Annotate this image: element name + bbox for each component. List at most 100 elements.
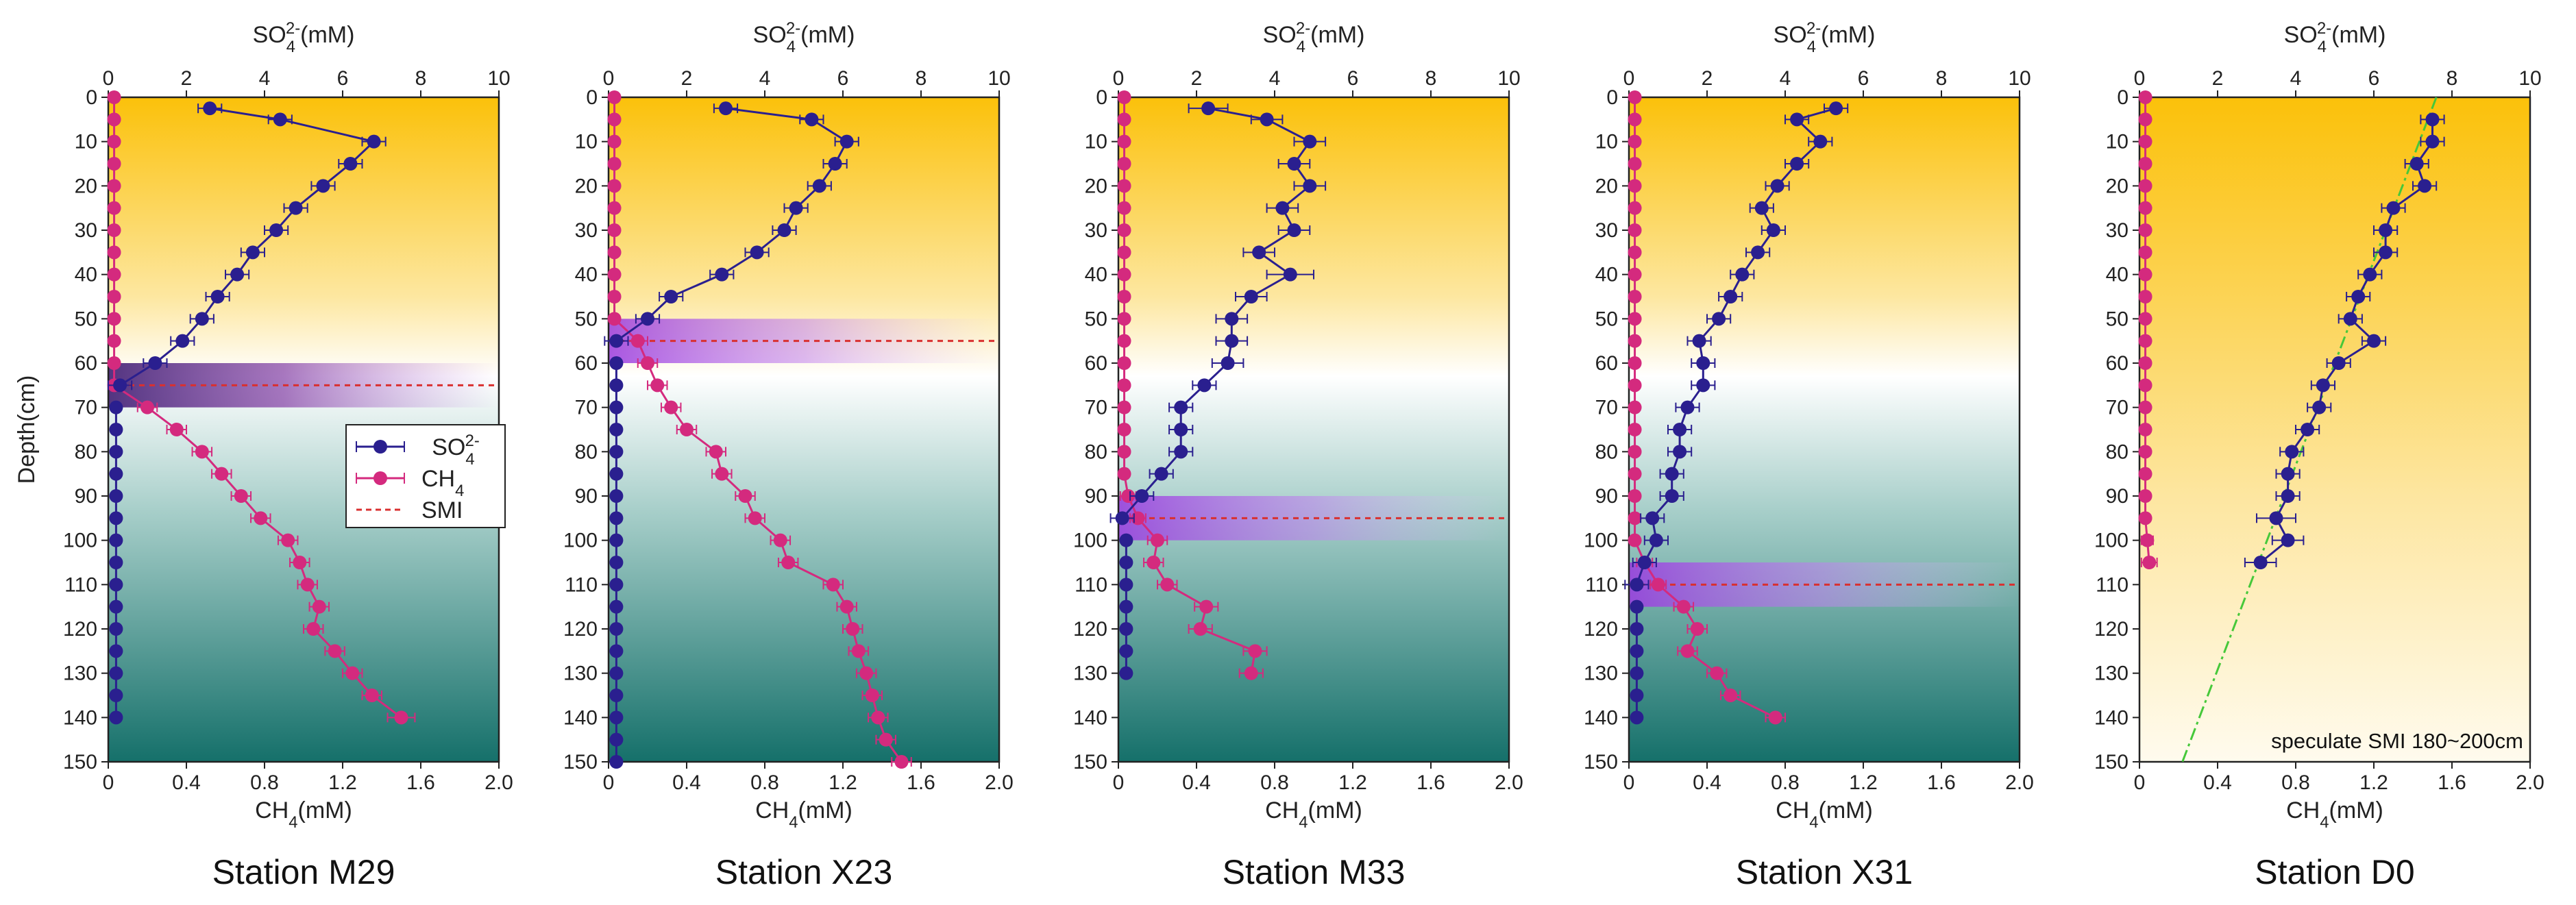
so4-point: [2425, 112, 2440, 127]
ch4-point: [1117, 134, 1131, 149]
station-title: Station M29: [212, 853, 395, 891]
ch4-point: [1628, 134, 1642, 149]
so4-low-point: [109, 599, 123, 614]
bottom-tick-label: 0.8: [2281, 771, 2310, 794]
bottom-tick-label: 0: [603, 771, 615, 794]
y-tick-label: 130: [63, 662, 97, 685]
so4-point: [1665, 467, 1679, 481]
so4-low-point: [609, 755, 624, 769]
so4-point: [230, 267, 245, 282]
y-tick-label: 50: [575, 308, 598, 330]
so4-point: [2281, 467, 2295, 481]
ch4-point: [1628, 223, 1642, 237]
y-tick-label: 140: [563, 706, 598, 729]
so4-point: [1665, 489, 1679, 503]
top-tick-label: 2: [2212, 67, 2224, 90]
ch4-point: [1117, 179, 1131, 193]
ch4-point: [107, 157, 121, 171]
top-tick-label: 2: [1191, 67, 1203, 90]
so4-point: [2425, 134, 2440, 149]
so4-point: [2379, 245, 2393, 260]
ch4-point: [300, 578, 315, 592]
so4-low-point: [109, 423, 123, 436]
ch4-point: [607, 290, 622, 303]
so4-low-point: [609, 644, 624, 658]
y-tick-label: 40: [1595, 264, 1618, 286]
top-axis-title: SO42-(mM): [2284, 19, 2386, 56]
y-tick-label: 50: [1085, 308, 1107, 330]
top-tick-label: 4: [759, 67, 771, 90]
ch4-point: [1690, 622, 1704, 636]
so4-low-point: [1630, 666, 1644, 680]
ch4-point: [2138, 423, 2152, 436]
y-tick-label: 120: [1073, 618, 1107, 641]
ch4-point: [1628, 400, 1642, 414]
so4-point: [1303, 134, 1317, 149]
so4-low-point: [609, 511, 624, 525]
so4-low-point: [609, 445, 624, 459]
ch4-point: [846, 622, 860, 636]
ch4-point: [865, 689, 879, 702]
y-tick-label: 60: [575, 352, 598, 375]
top-tick-label: 6: [1347, 67, 1359, 90]
so4-point: [1645, 511, 1660, 525]
y-tick-label: 80: [75, 441, 97, 463]
top-tick-label: 6: [2368, 67, 2380, 90]
legend-box: [345, 424, 506, 528]
ch4-point: [2138, 356, 2152, 370]
y-tick-label: 90: [575, 485, 598, 508]
so4-point: [1751, 245, 1765, 260]
bottom-tick-label: 0.8: [250, 771, 279, 794]
ch4-point: [871, 710, 885, 725]
so4-point: [609, 334, 624, 348]
top-tick-label: 10: [988, 67, 1010, 90]
y-tick-label: 30: [1595, 219, 1618, 242]
y-tick-label: 50: [1595, 308, 1618, 330]
y-tick-label: 40: [575, 264, 598, 286]
ch4-point: [1160, 578, 1175, 592]
top-tick-label: 4: [259, 67, 271, 90]
so4-low-point: [609, 378, 624, 393]
ch4-point: [1710, 666, 1724, 680]
ch4-point: [214, 467, 229, 481]
so4-low-point: [609, 489, 624, 503]
so4-point: [1673, 445, 1687, 459]
y-tick-label: 0: [2117, 86, 2129, 109]
y-tick-label: 20: [2106, 175, 2129, 197]
so4-point: [2379, 223, 2393, 237]
so4-point: [1174, 445, 1188, 459]
so4-point: [1829, 101, 1843, 116]
so4-point: [1630, 578, 1644, 592]
so4-point: [1174, 423, 1188, 436]
ch4-point: [607, 179, 622, 193]
top-tick-label: 8: [2446, 67, 2458, 90]
so4-point: [1735, 267, 1750, 282]
y-tick-label: 20: [75, 175, 97, 197]
so4-point: [777, 223, 792, 237]
so4-point: [2285, 445, 2299, 459]
ch4-point: [1628, 489, 1642, 503]
so4-low-point: [609, 732, 624, 747]
ch4-point: [1628, 467, 1642, 481]
so4-point: [789, 201, 803, 215]
ch4-point: [748, 511, 762, 525]
y-tick-label: 20: [1595, 175, 1618, 197]
ch4-point: [1628, 511, 1642, 525]
y-tick-label: 80: [1085, 441, 1107, 463]
legend-ch4-marker: [373, 471, 387, 485]
ch4-point: [328, 644, 342, 658]
so4-point: [2316, 378, 2330, 393]
y-tick-label: 80: [575, 441, 598, 463]
so4-point: [1813, 134, 1828, 149]
ch4-point: [1628, 445, 1642, 459]
so4-low-point: [109, 400, 123, 414]
ch4-point: [1628, 312, 1642, 326]
top-tick-label: 4: [1780, 67, 1791, 90]
ch4-point: [312, 599, 326, 614]
legend-so4-label: SO42-: [432, 432, 480, 469]
y-tick-label: 0: [86, 86, 97, 109]
top-tick-label: 0: [1623, 67, 1635, 90]
ch4-point: [630, 334, 645, 348]
so4-low-point: [109, 511, 123, 525]
